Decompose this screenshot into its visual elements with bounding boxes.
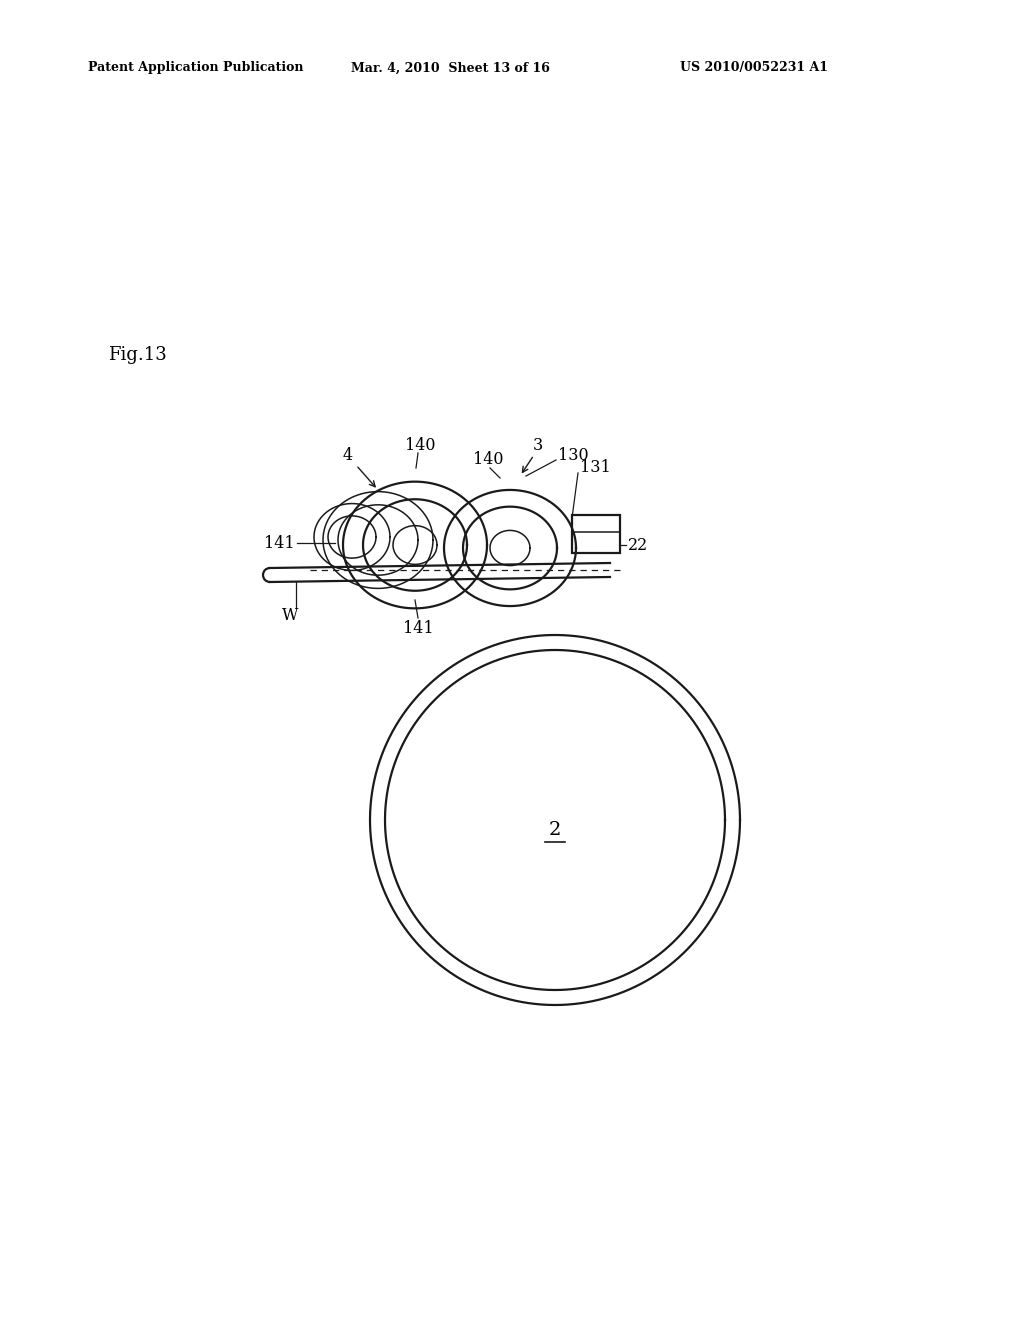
Text: 22: 22 <box>628 536 648 553</box>
Text: 130: 130 <box>558 446 589 463</box>
Text: 4: 4 <box>343 446 353 463</box>
Text: 140: 140 <box>404 437 435 454</box>
Text: W: W <box>282 606 298 623</box>
Text: US 2010/0052231 A1: US 2010/0052231 A1 <box>680 62 828 74</box>
Bar <box>572 515 620 553</box>
Text: 2: 2 <box>549 821 561 840</box>
Text: 3: 3 <box>532 437 543 454</box>
Text: Mar. 4, 2010  Sheet 13 of 16: Mar. 4, 2010 Sheet 13 of 16 <box>350 62 550 74</box>
Text: Fig.13: Fig.13 <box>108 346 167 364</box>
Text: 140: 140 <box>473 451 503 469</box>
Text: 141: 141 <box>264 535 295 552</box>
Text: Patent Application Publication: Patent Application Publication <box>88 62 303 74</box>
Text: 131: 131 <box>580 459 610 477</box>
Text: 141: 141 <box>402 620 433 638</box>
